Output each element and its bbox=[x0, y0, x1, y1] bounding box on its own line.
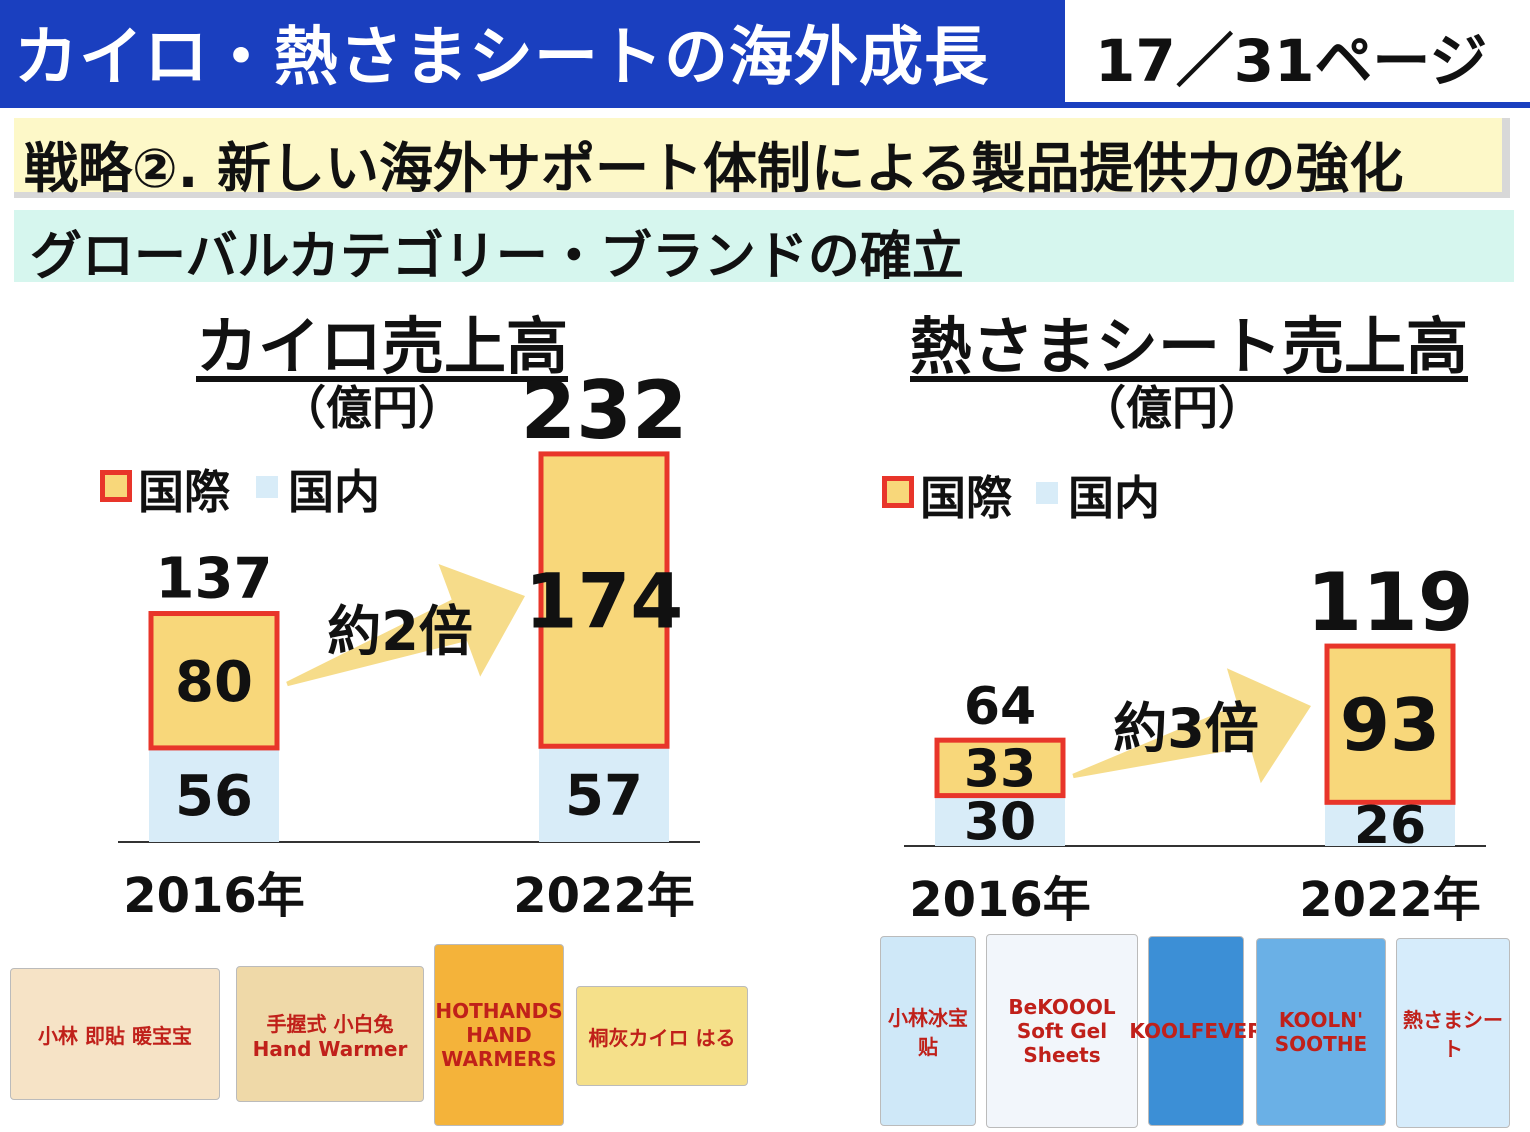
kairo-category-0: 2016年 bbox=[123, 868, 305, 924]
page-indicator: 17／31ページ bbox=[1095, 27, 1488, 95]
kairo-chart-unit: （億円） bbox=[280, 381, 464, 435]
product-label: 手握式 小白兔 Hand Warmer bbox=[252, 1011, 408, 1061]
kairo-label-total-1: 232 bbox=[521, 364, 688, 457]
product-package-koolnsoothe-icon: KOOLN' SOOTHE bbox=[1256, 938, 1386, 1126]
product-label: BeKOOOL Soft Gel Sheets bbox=[1008, 995, 1116, 1067]
sheet-bar-domestic-0 bbox=[935, 795, 1065, 846]
subtitle-heading: グローバルカテゴリー・ブランドの確立 bbox=[30, 227, 964, 287]
product-label: HOTHANDS HAND WARMERS bbox=[435, 999, 563, 1071]
sheet-growth-arrow bbox=[1072, 668, 1311, 784]
sheet-legend-international-swatch bbox=[882, 476, 914, 508]
page-indicator-box bbox=[1065, 0, 1530, 108]
sheet-category-0: 2016年 bbox=[909, 872, 1091, 928]
product-package-bekoool-icon: BeKOOOL Soft Gel Sheets bbox=[986, 934, 1138, 1128]
sheet-label-international-1: 93 bbox=[1340, 683, 1440, 767]
kairo-bar-domestic-0 bbox=[149, 747, 279, 842]
product-label: 小林冰宝贴 bbox=[888, 1006, 968, 1059]
subtitle-band bbox=[14, 210, 1514, 282]
strategy-band bbox=[14, 118, 1510, 198]
product-package-koolfever-icon: KOOLFEVER bbox=[1129, 936, 1263, 1126]
sheet-chart-title: 熱さまシート売上高 bbox=[910, 310, 1469, 383]
sheet-bar-international-1 bbox=[1324, 643, 1456, 805]
product-package-netsusama-icon: 熱さまシート bbox=[1396, 938, 1510, 1128]
kairo-growth-annotation: 約2倍 bbox=[327, 600, 473, 663]
product-package-kiribai-icon: 桐灰カイロ はる bbox=[576, 986, 748, 1086]
kairo-legend-domestic-swatch bbox=[256, 476, 278, 498]
product-label: 熱さまシート bbox=[1403, 1008, 1503, 1061]
kairo-growth-arrow bbox=[286, 564, 525, 687]
kairo-label-total-0: 137 bbox=[156, 547, 273, 612]
kairo-label-domestic-1: 57 bbox=[565, 763, 643, 828]
sheet-bar-domestic-1 bbox=[1325, 802, 1455, 846]
kairo-label-international-0: 80 bbox=[175, 650, 253, 715]
kairo-label-international-1: 174 bbox=[525, 556, 684, 645]
title-bar bbox=[0, 0, 1065, 108]
product-label: KOOLFEVER bbox=[1129, 1019, 1263, 1043]
kairo-category-1: 2022年 bbox=[513, 868, 695, 924]
strategy-heading: 戦略②. 新しい海外サポート体制による製品提供力の強化 bbox=[24, 137, 1404, 200]
kairo-bar-international-0 bbox=[148, 611, 280, 751]
product-label: KOOLN' SOOTHE bbox=[1274, 1008, 1368, 1056]
sheet-legend-international: 国際 bbox=[920, 471, 1012, 525]
kairo-legend-domestic: 国内 bbox=[288, 465, 380, 519]
sheet-legend-domestic: 国内 bbox=[1068, 471, 1160, 525]
page-title: カイロ・熱さまシートの海外成長 bbox=[14, 21, 989, 95]
kairo-bar-international-1 bbox=[538, 451, 670, 749]
sheet-bar-international-0 bbox=[934, 737, 1066, 799]
product-package-bingbaotie-icon: 小林冰宝贴 bbox=[880, 936, 976, 1126]
kairo-legend-international: 国際 bbox=[138, 465, 230, 519]
product-package-nuanbaobao-icon: 小林 即貼 暖宝宝 bbox=[10, 968, 220, 1100]
sheet-label-international-0: 33 bbox=[964, 740, 1036, 800]
sheet-legend-domestic-swatch bbox=[1036, 482, 1058, 504]
kairo-bar-domestic-1 bbox=[539, 746, 669, 842]
product-package-hothands-icon: HOTHANDS HAND WARMERS bbox=[434, 944, 564, 1126]
sheet-growth-annotation: 約3倍 bbox=[1113, 697, 1259, 760]
sheet-chart-unit: （億円） bbox=[1080, 381, 1264, 435]
product-label: 小林 即貼 暖宝宝 bbox=[38, 1023, 192, 1048]
product-label: 桐灰カイロ はる bbox=[588, 1025, 736, 1050]
sheet-label-total-1: 119 bbox=[1307, 556, 1474, 649]
sheet-category-1: 2022年 bbox=[1299, 872, 1481, 928]
kairo-label-domestic-0: 56 bbox=[175, 764, 253, 829]
sheet-label-domestic-1: 26 bbox=[1354, 796, 1426, 856]
product-package-xiaobaitu-icon: 手握式 小白兔 Hand Warmer bbox=[236, 966, 424, 1102]
kairo-legend-international-swatch bbox=[100, 470, 132, 502]
sheet-label-domestic-0: 30 bbox=[964, 793, 1036, 853]
sheet-label-total-0: 64 bbox=[964, 677, 1036, 737]
kairo-chart-title: カイロ売上高 bbox=[196, 310, 569, 383]
